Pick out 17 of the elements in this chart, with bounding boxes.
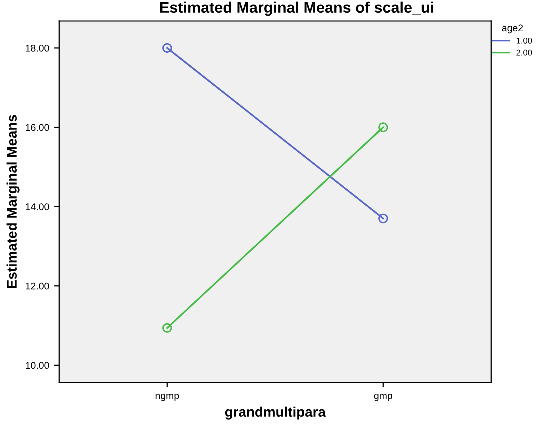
x-tick-label: ngmp [156,394,180,402]
y-tick-label: 10.00 [26,362,50,370]
x-axis-title: grandmultipara [225,406,326,420]
point [378,214,388,224]
x-tick-label: gmp [374,394,392,402]
chart-title: Estimated Marginal Means of scale_ui [160,2,434,16]
legend-title: age2 [502,24,524,34]
legend-label: 1.00 [516,38,532,44]
point [162,323,172,334]
legend-label: 2.00 [516,50,532,56]
y-tick-label: 14.00 [26,204,50,210]
y-tick-label: 12.00 [26,282,50,290]
point [162,43,172,54]
y-axis-title: Estimated Marginal Means [6,115,20,288]
y-tick-label: 16.00 [26,124,50,132]
point [378,122,388,132]
y-tick-label: 18.00 [26,44,50,52]
